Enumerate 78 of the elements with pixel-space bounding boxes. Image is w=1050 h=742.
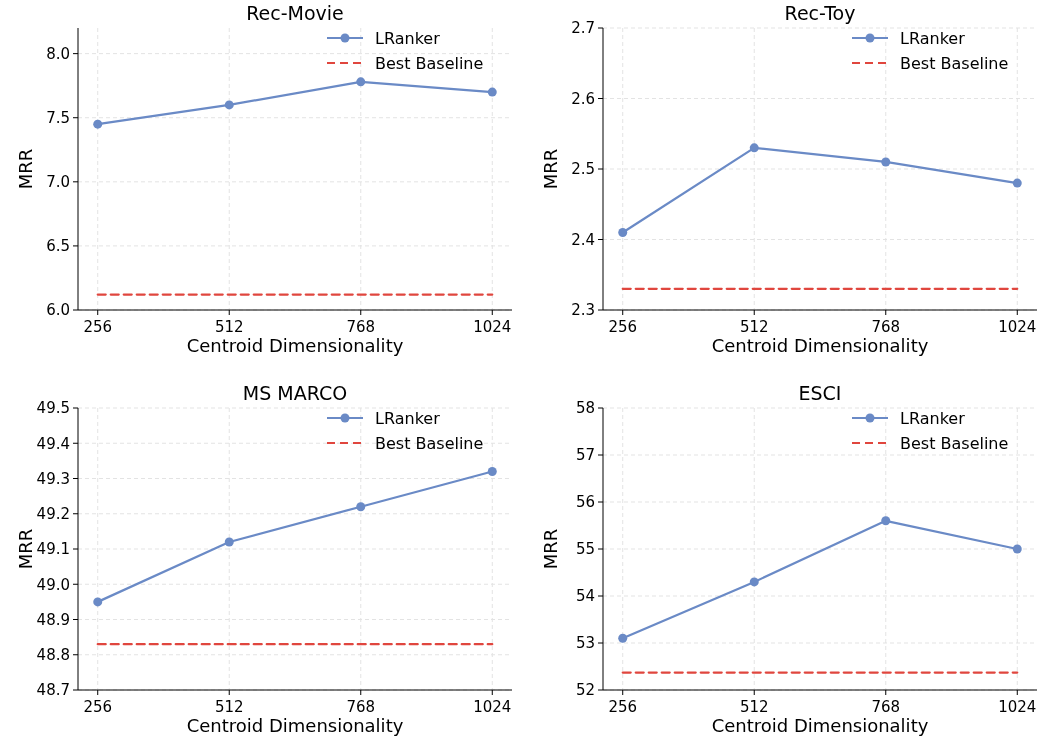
x-tick-label: 768 xyxy=(871,698,901,716)
y-tick-label: 2.5 xyxy=(571,160,595,179)
legend-label: LRanker xyxy=(375,28,441,48)
legend-label: Best Baseline xyxy=(900,433,1009,453)
x-tick-label: 256 xyxy=(83,698,113,716)
point xyxy=(618,227,628,237)
chart-title: Rec-Movie xyxy=(246,2,344,24)
y-tick-label: 58 xyxy=(575,399,595,418)
point xyxy=(487,466,497,476)
x-axis-title: Centroid Dimensionality xyxy=(711,335,929,356)
y-tick-label: 7.5 xyxy=(46,108,70,127)
legend-label: Best Baseline xyxy=(900,53,1009,73)
y-tick-label: 57 xyxy=(575,446,595,465)
y-tick-label: 49.2 xyxy=(36,505,70,523)
y-tick-label: 49.1 xyxy=(36,540,70,559)
point xyxy=(881,157,891,167)
x-axis-title: Centroid Dimensionality xyxy=(186,715,404,736)
y-tick-label: 48.9 xyxy=(36,610,70,629)
y-tick-label: 55 xyxy=(575,540,595,559)
y-tick-label: 52 xyxy=(575,681,595,700)
x-tick-label: 1024 xyxy=(998,318,1037,336)
y-tick-label: 56 xyxy=(575,493,595,512)
x-tick-label: 256 xyxy=(608,698,638,716)
x-tick-label: 768 xyxy=(346,318,376,336)
y-axis-title: MRR xyxy=(540,148,561,190)
legend-label: Best Baseline xyxy=(375,53,484,73)
point xyxy=(1012,178,1022,188)
y-tick-label: 49.5 xyxy=(36,399,70,418)
point xyxy=(356,77,366,87)
y-axis-title: MRR xyxy=(15,528,36,570)
y-tick-label: 48.8 xyxy=(36,646,70,664)
point xyxy=(749,577,759,587)
y-tick-label: 8.0 xyxy=(46,44,70,63)
point xyxy=(618,633,628,643)
point xyxy=(93,119,103,129)
point xyxy=(487,87,497,97)
point xyxy=(356,502,366,512)
x-axis-title: Centroid Dimensionality xyxy=(711,715,929,736)
point xyxy=(224,100,234,110)
x-tick-label: 768 xyxy=(871,318,901,336)
chart-title: MS MARCO xyxy=(242,382,348,404)
x-tick-label: 256 xyxy=(83,318,113,336)
y-tick-label: 2.3 xyxy=(571,301,595,320)
point xyxy=(881,516,891,526)
y-axis-title: MRR xyxy=(15,148,36,190)
x-tick-label: 1024 xyxy=(998,698,1037,716)
legend-label: LRanker xyxy=(900,28,966,48)
y-tick-label: 6.5 xyxy=(46,237,70,256)
y-tick-label: 54 xyxy=(575,587,595,606)
legend-label: LRanker xyxy=(375,408,441,428)
y-axis-title: MRR xyxy=(540,528,561,570)
y-tick-label: 2.4 xyxy=(571,230,595,249)
y-tick-label: 7.0 xyxy=(46,173,70,192)
legend-label: LRanker xyxy=(900,408,966,428)
y-tick-label: 2.6 xyxy=(571,89,595,108)
point xyxy=(1012,544,1022,554)
y-tick-label: 48.7 xyxy=(36,681,70,700)
x-tick-label: 512 xyxy=(214,318,244,336)
chart-title: Rec-Toy xyxy=(784,2,856,24)
y-tick-label: 49.4 xyxy=(36,434,70,453)
x-tick-label: 512 xyxy=(214,698,244,716)
x-tick-label: 512 xyxy=(739,698,769,716)
point xyxy=(93,597,103,607)
y-tick-label: 49.3 xyxy=(36,469,70,488)
y-tick-label: 2.7 xyxy=(571,19,595,38)
x-tick-label: 1024 xyxy=(473,318,512,336)
y-tick-label: 53 xyxy=(575,634,595,653)
x-tick-label: 256 xyxy=(608,318,638,336)
legend-label: Best Baseline xyxy=(375,433,484,453)
y-tick-label: 6.0 xyxy=(46,301,70,320)
x-axis-title: Centroid Dimensionality xyxy=(186,335,404,356)
point xyxy=(224,537,234,547)
x-tick-label: 512 xyxy=(739,318,769,336)
x-tick-label: 1024 xyxy=(473,698,512,716)
y-tick-label: 49.0 xyxy=(36,575,70,594)
point xyxy=(749,143,759,153)
chart-title: ESCI xyxy=(798,382,842,404)
x-tick-label: 768 xyxy=(346,698,376,716)
